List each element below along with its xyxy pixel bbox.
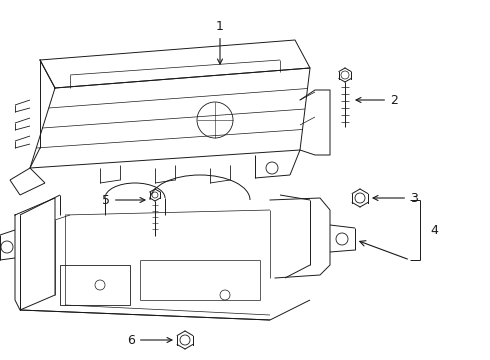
Text: 5: 5 — [102, 194, 145, 207]
Bar — [60, 265, 130, 305]
Text: 1: 1 — [216, 20, 224, 64]
Text: 3: 3 — [373, 192, 418, 204]
Text: 4: 4 — [430, 224, 438, 237]
Text: 2: 2 — [356, 94, 398, 107]
Text: 6: 6 — [127, 333, 172, 346]
